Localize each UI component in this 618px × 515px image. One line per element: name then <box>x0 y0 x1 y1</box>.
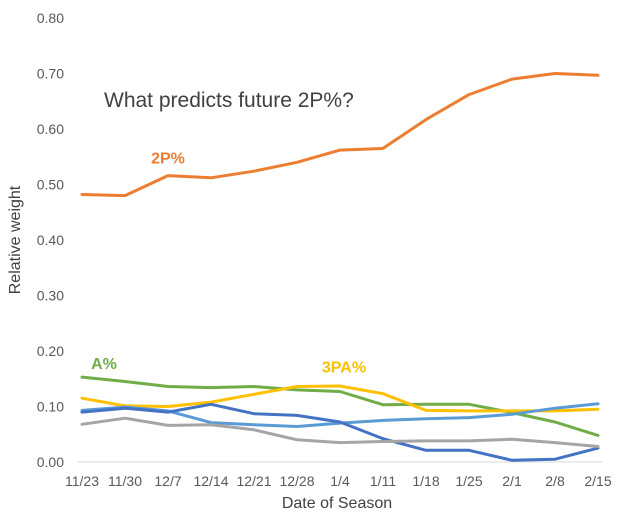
y-tick-label: 0.40 <box>37 232 64 248</box>
y-tick-label: 0.60 <box>37 121 64 137</box>
series-label: 2P% <box>151 151 185 168</box>
series-line-unlabeled-5 <box>80 416 600 448</box>
series-lines <box>80 72 600 462</box>
series-label: 3PA% <box>322 360 366 377</box>
x-tick-label: 12/14 <box>193 473 228 489</box>
series-line-3pa <box>80 384 600 413</box>
y-tick-label: 0.20 <box>37 343 64 359</box>
y-tick-label: 0.00 <box>37 454 64 470</box>
x-tick-label: 12/21 <box>236 473 271 489</box>
series-line-unlabeled-4 <box>80 402 600 462</box>
x-tick-label: 1/11 <box>370 473 396 489</box>
y-tick-label: 0.50 <box>37 177 64 193</box>
x-tick-label: 1/18 <box>412 473 439 489</box>
y-tick-label: 0.30 <box>37 288 64 304</box>
y-axis-title: Relative weight <box>7 185 24 294</box>
x-tick-label: 1/4 <box>330 473 350 489</box>
y-tick-label: 0.80 <box>37 10 64 26</box>
x-tick-label: 12/7 <box>154 473 181 489</box>
y-axis-tick-labels: 0.00 0.10 0.20 0.30 0.40 0.50 0.60 0.70 0.80 <box>37 10 64 470</box>
series-labels: 2P% A% 3PA% <box>91 151 366 377</box>
series-line-a <box>80 375 600 437</box>
x-tick-label: 11/23 <box>65 473 99 489</box>
x-tick-label: 11/30 <box>108 473 142 489</box>
y-tick-label: 0.10 <box>37 399 64 415</box>
y-tick-label: 0.70 <box>37 66 64 82</box>
series-line-2p <box>80 72 600 198</box>
x-tick-label: 1/25 <box>455 473 482 489</box>
chart-title: What predicts future 2P%? <box>104 89 354 112</box>
series-label: A% <box>91 356 117 373</box>
x-tick-label: 2/8 <box>545 473 565 489</box>
x-tick-label: 2/15 <box>584 473 611 489</box>
x-axis-title: Date of Season <box>282 495 392 512</box>
x-tick-label: 12/28 <box>279 473 314 489</box>
x-axis-tick-labels: 11/23 11/30 12/7 12/14 12/21 12/28 1/4 1/11 1/18… <box>65 473 612 489</box>
x-tick-label: 2/1 <box>502 473 522 489</box>
